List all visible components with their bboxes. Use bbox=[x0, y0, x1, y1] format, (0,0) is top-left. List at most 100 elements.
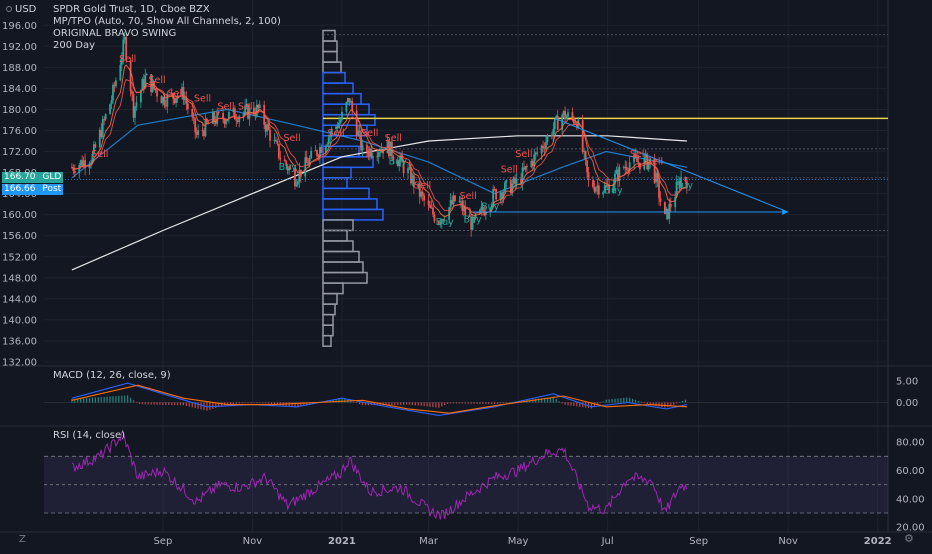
macd-histogram-bar bbox=[297, 402, 299, 408]
macd-histogram-bar bbox=[678, 402, 681, 403]
candle-body bbox=[462, 206, 465, 211]
macd-histogram-bar bbox=[135, 402, 138, 404]
macd-histogram-bar bbox=[438, 402, 440, 408]
macd-histogram-bar bbox=[435, 402, 437, 408]
candle-body bbox=[327, 137, 330, 145]
candle-body bbox=[232, 108, 235, 113]
candle-body bbox=[421, 191, 424, 196]
macd-histogram-bar bbox=[476, 402, 478, 404]
sell-signal-label: Sell bbox=[91, 149, 108, 160]
sell-signal-label: Sell bbox=[646, 157, 663, 168]
candle-body bbox=[310, 150, 313, 159]
macd-histogram-bar bbox=[303, 402, 305, 407]
macd-histogram-bar bbox=[194, 402, 196, 408]
macd-histogram-bar bbox=[80, 398, 82, 403]
macd-histogram-bar bbox=[212, 402, 214, 409]
macd-histogram-bar bbox=[165, 402, 167, 405]
chart-title[interactable]: SPDR Gold Trust, 1D, Cboe BZX bbox=[53, 4, 210, 15]
ema-line bbox=[71, 78, 687, 214]
candle-body bbox=[440, 219, 443, 224]
macd-histogram-bar bbox=[455, 402, 458, 404]
candle-body bbox=[526, 166, 528, 168]
macd-histogram-bar bbox=[361, 402, 364, 406]
macd-histogram-bar bbox=[232, 402, 234, 404]
candle-body bbox=[514, 177, 517, 184]
indicator-200-day[interactable]: 200 Day bbox=[53, 40, 96, 51]
timezone-button[interactable]: Z bbox=[19, 534, 26, 545]
rsi-label[interactable]: RSI (14, close) bbox=[53, 430, 126, 441]
candle-body bbox=[236, 120, 239, 122]
macd-histogram-bar bbox=[144, 402, 146, 405]
candle-body bbox=[238, 116, 241, 122]
price-tag-gld-value: 166.70 bbox=[4, 172, 36, 182]
macd-histogram-bar bbox=[561, 402, 563, 404]
candle-body bbox=[520, 178, 522, 184]
candle-body bbox=[470, 216, 473, 230]
macd-histogram-bar bbox=[77, 398, 79, 403]
candle-body bbox=[150, 74, 153, 92]
macd-label[interactable]: MACD (12, 26, close, 9) bbox=[53, 370, 171, 381]
macd-histogram-bar bbox=[482, 402, 484, 404]
chart-settings-icon[interactable]: ⚙ bbox=[904, 532, 914, 545]
candle-body bbox=[175, 98, 178, 103]
price-tick-label: 152.00 bbox=[2, 252, 37, 263]
candle-body bbox=[481, 206, 484, 211]
candle-body bbox=[402, 162, 405, 174]
macd-histogram-bar bbox=[85, 398, 88, 403]
candle-body bbox=[471, 217, 474, 230]
buy-signal-label: Buy bbox=[481, 201, 500, 212]
indicator-mp-tpo[interactable]: MP/TPO (Auto, 70, Show All Channels, 2, … bbox=[53, 16, 281, 27]
macd-histogram-bar bbox=[171, 402, 173, 406]
candle-body bbox=[644, 154, 647, 158]
candle-body bbox=[489, 208, 492, 213]
candle-body bbox=[584, 151, 587, 161]
price-tick-label: 188.00 bbox=[2, 63, 37, 74]
candle-body bbox=[266, 124, 269, 132]
candle-body bbox=[248, 107, 251, 119]
macd-histogram-bar bbox=[432, 402, 434, 408]
candle-body bbox=[320, 147, 323, 153]
candle-body bbox=[515, 178, 518, 184]
sell-signal-label: Sell bbox=[515, 149, 532, 160]
macd-histogram-bar bbox=[429, 402, 431, 407]
currency-label[interactable]: USD bbox=[6, 4, 36, 15]
macd-histogram-bar bbox=[658, 402, 660, 407]
candle-body bbox=[348, 98, 351, 103]
macd-histogram-bar bbox=[291, 402, 293, 408]
time-tick-label: 2021 bbox=[328, 536, 356, 547]
candle-body bbox=[458, 200, 461, 202]
price-tag-gld-label: GLD bbox=[42, 172, 62, 182]
macd-histogram-bar bbox=[179, 402, 182, 406]
candle-body bbox=[201, 130, 204, 132]
macd-histogram-bar bbox=[118, 395, 120, 403]
macd-tick-label: 0.00 bbox=[896, 398, 918, 409]
candle-body bbox=[624, 166, 627, 169]
time-tick-label: 2022 bbox=[864, 536, 892, 547]
macd-histogram-bar bbox=[505, 402, 507, 404]
candle-body bbox=[575, 123, 578, 128]
candle-body bbox=[524, 166, 527, 170]
candle-body bbox=[668, 203, 671, 219]
candle-body bbox=[546, 135, 549, 142]
macd-histogram-bar bbox=[590, 402, 593, 409]
candle-body bbox=[135, 102, 138, 107]
macd-histogram-bar bbox=[652, 402, 654, 406]
macd-histogram-bar bbox=[127, 395, 129, 403]
candle-body bbox=[442, 219, 445, 221]
currency-text: USD bbox=[15, 4, 37, 15]
candle-body bbox=[571, 112, 574, 118]
candle-body bbox=[553, 118, 556, 130]
macd-histogram-bar bbox=[353, 401, 355, 403]
candle-body bbox=[134, 106, 136, 118]
candle-body bbox=[203, 130, 205, 137]
macd-histogram-bar bbox=[241, 402, 243, 404]
candle-body bbox=[161, 96, 164, 104]
indicator-bravo-swing[interactable]: ORIGINAL BRAVO SWING bbox=[53, 28, 177, 39]
macd-histogram-bar bbox=[262, 402, 264, 404]
macd-histogram-bar bbox=[244, 402, 246, 404]
candle-body bbox=[275, 139, 277, 142]
macd-histogram-bar bbox=[670, 402, 672, 406]
buy-signal-label: Buy bbox=[675, 180, 694, 191]
candle-body bbox=[184, 98, 186, 101]
